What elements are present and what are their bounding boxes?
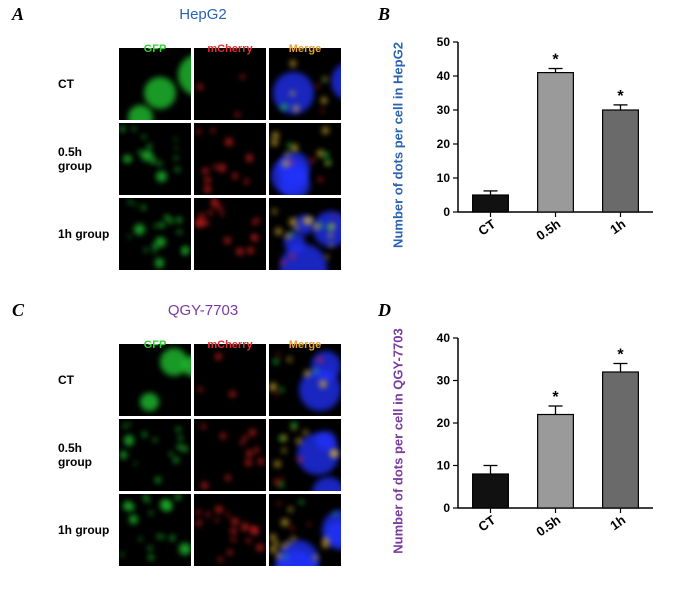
panel-letter-d: D: [378, 300, 391, 321]
panel-a-title: HepG2: [58, 6, 348, 23]
panel-c-title: QGY-7703: [58, 302, 348, 319]
micro-image: [194, 344, 266, 416]
chart-d-wrap: Number of dots per cell in QGY-7703 0102…: [408, 326, 668, 556]
micro-image: [269, 123, 341, 195]
micro-image: [194, 198, 266, 270]
svg-text:40: 40: [437, 69, 451, 83]
chart-d-ylabel: Number of dots per cell in QGY-7703: [391, 328, 406, 553]
micro-image: [269, 344, 341, 416]
row-label: CT: [58, 373, 116, 387]
x-category: CT: [475, 216, 498, 238]
micro-image: [269, 419, 341, 491]
svg-text:10: 10: [437, 171, 451, 185]
micro-image: [119, 198, 191, 270]
row-label: 1h group: [58, 523, 116, 537]
micro-image: [119, 494, 191, 566]
svg-text:0: 0: [443, 501, 450, 515]
panel-d: D: [378, 300, 391, 321]
micro-image: [119, 344, 191, 416]
row-label: 0.5h group: [58, 441, 116, 469]
svg-text:0: 0: [443, 205, 450, 219]
row-label: 0.5h group: [58, 145, 116, 173]
micro-grid-a: GFPmCherryMergeCT0.5h group1h group: [58, 27, 348, 270]
micro-image: [119, 419, 191, 491]
significance-mark: *: [552, 389, 559, 406]
x-category: 0.5h: [533, 512, 563, 539]
svg-text:30: 30: [437, 374, 451, 388]
micro-image: [194, 419, 266, 491]
row-label: CT: [58, 77, 116, 91]
bar: [473, 474, 509, 508]
micro-image: [269, 494, 341, 566]
panel-a-content: HepG2 GFPmCherryMergeCT0.5h group1h grou…: [58, 6, 348, 270]
row-label: 1h group: [58, 227, 116, 241]
chart-b: 0 10 20 30 40 50 CT 0.5h * 1h *: [408, 30, 668, 260]
chart-b-wrap: Number of dots per cell in HepG2 0102030…: [408, 30, 668, 260]
bar: [603, 372, 639, 508]
svg-text:20: 20: [437, 416, 451, 430]
svg-text:20: 20: [437, 137, 451, 151]
svg-text:50: 50: [437, 35, 451, 49]
svg-text:10: 10: [437, 459, 451, 473]
x-category: 0.5h: [533, 216, 563, 243]
panel-letter-a: A: [12, 4, 24, 25]
panel-c: C: [12, 300, 24, 321]
x-category: 1h: [607, 512, 628, 533]
x-category: 1h: [607, 216, 628, 237]
bar: [603, 110, 639, 212]
svg-text:30: 30: [437, 103, 451, 117]
significance-mark: *: [617, 347, 624, 364]
micro-image: [119, 48, 191, 120]
significance-mark: *: [552, 52, 559, 69]
bar: [538, 415, 574, 509]
micro-image: [194, 123, 266, 195]
micro-image: [269, 198, 341, 270]
panel-letter-b: B: [378, 4, 390, 25]
x-category: CT: [475, 512, 498, 534]
svg-text:40: 40: [437, 331, 451, 345]
micro-image: [119, 123, 191, 195]
panel-letter-c: C: [12, 300, 24, 321]
chart-b-ylabel: Number of dots per cell in HepG2: [391, 42, 406, 248]
panel-c-content: QGY-7703 GFPmCherryMergeCT0.5h group1h g…: [58, 302, 348, 566]
micro-image: [194, 494, 266, 566]
micro-image: [194, 48, 266, 120]
panel-b: B: [378, 4, 390, 25]
significance-mark: *: [617, 88, 624, 105]
micro-image: [269, 48, 341, 120]
bar: [473, 195, 509, 212]
panel-a: A: [12, 4, 24, 25]
chart-d: 0 10 20 30 40 CT 0.5h * 1h *: [408, 326, 668, 556]
bar: [538, 73, 574, 212]
micro-grid-c: GFPmCherryMergeCT0.5h group1h group: [58, 323, 348, 566]
